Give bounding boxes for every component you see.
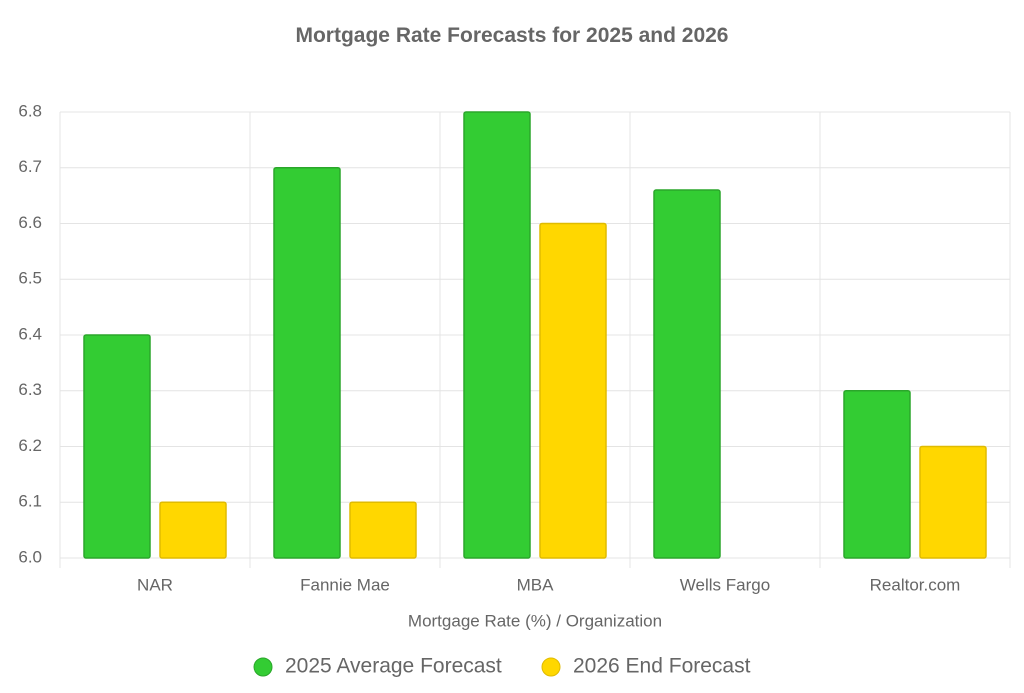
y-tick-label: 6.2 [18, 436, 42, 455]
bar [349, 501, 417, 559]
bar [463, 111, 531, 559]
x-tick-label: NAR [137, 575, 173, 594]
y-tick-label: 6.4 [18, 324, 42, 343]
bar [843, 390, 911, 559]
y-tick-label: 6.6 [18, 213, 42, 232]
y-tick-label: 6.3 [18, 380, 42, 399]
bar [83, 334, 151, 559]
x-tick-label: Realtor.com [870, 575, 961, 594]
bar [919, 445, 987, 559]
y-tick-label: 6.5 [18, 269, 42, 288]
bar [653, 189, 721, 559]
legend-marker [541, 657, 561, 677]
x-axis-label: Mortgage Rate (%) / Organization [408, 611, 662, 630]
x-tick-label: Fannie Mae [300, 575, 390, 594]
bar [539, 222, 607, 559]
legend-label: 2026 End Forecast [573, 655, 751, 678]
x-tick-label: Wells Fargo [680, 575, 770, 594]
y-tick-label: 6.8 [18, 101, 42, 120]
y-tick-label: 6.1 [18, 492, 42, 511]
bar [159, 501, 227, 559]
legend-marker [253, 657, 273, 677]
x-tick-label: MBA [517, 575, 555, 594]
y-tick-label: 6.7 [18, 157, 42, 176]
chart-title: Mortgage Rate Forecasts for 2025 and 202… [295, 24, 729, 47]
y-tick-label: 6.0 [18, 547, 42, 566]
bar [273, 167, 341, 559]
legend-label: 2025 Average Forecast [285, 655, 502, 678]
